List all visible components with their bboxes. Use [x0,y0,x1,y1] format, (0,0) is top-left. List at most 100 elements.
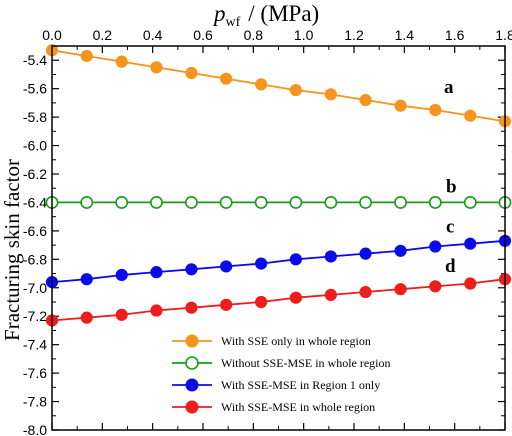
curve-label-d: d [445,256,456,277]
data-point [150,304,163,317]
data-point [150,266,163,279]
data-point [429,280,442,293]
data-point [254,196,268,209]
y-tick-label: -7.4 [23,337,47,353]
series-a [45,44,512,128]
data-point [220,298,233,311]
data-point [289,291,302,304]
x-axis-symbol: p [212,1,226,26]
data-point [394,283,407,296]
data-point [115,55,128,68]
data-point [394,244,407,257]
y-tick-label: -8.0 [23,422,47,436]
series-layer [45,44,512,327]
y-tick-label: -7.8 [23,394,47,410]
data-point [220,260,233,273]
legend-item: With SSE-MSE in whole region [172,400,375,414]
data-point [463,196,477,209]
legend-item: With SSE only in whole region [172,334,371,348]
y-tick-label: -6.6 [23,223,47,239]
data-point [255,295,268,309]
data-point [115,308,128,321]
data-point [185,301,198,314]
data-point [219,196,233,209]
y-tick-label: -6.0 [23,138,47,154]
y-tick-label: -7.2 [23,308,47,324]
legend-item: Without SSE-MSE in whole region [172,356,391,370]
data-point [429,240,442,253]
x-tick-label: 1.4 [395,27,415,43]
curve-labels: a bcd [444,77,457,277]
x-tick-label: 1.6 [445,27,465,43]
x-axis-unit: / (MPa) [248,1,319,26]
data-point [185,66,198,80]
x-tick-label: 1.8 [495,27,512,43]
y-tick-label: -6.8 [23,251,47,267]
data-point [394,99,407,112]
data-point [429,103,442,117]
legend-marker [185,400,199,414]
y-tick-label: -6.2 [23,166,47,182]
x-tick-label: 1.2 [344,27,364,43]
y-tick-label: -5.4 [23,52,47,68]
legend-marker [185,378,199,392]
y-tick-label: -7.6 [23,365,47,381]
curve-label-c: c [446,216,454,237]
legend-label: With SSE-MSE in Region 1 only [221,378,380,392]
plot-frame [51,45,506,431]
data-point [324,88,337,101]
legend-marker [185,356,199,370]
data-point [359,93,372,107]
data-point [255,257,268,270]
y-axis-title: Fracturing skin factor [0,159,24,341]
y-tick-label: -5.8 [23,109,47,125]
data-point [80,196,94,209]
y-axis-ticks: -5.4 -5.6 -5.8 -6.0 -6.2 -6.4 -6.6 -6.8 -7.0 -7.2… [23,45,505,436]
data-point [150,196,163,209]
legend-label: With SSE-MSE in whole region [221,400,375,414]
data-point [80,49,93,63]
data-point [80,311,93,324]
y-tick-label: -6.4 [23,194,47,210]
x-tick-label: 0.6 [193,27,213,43]
data-point [324,250,337,263]
data-point [464,109,477,122]
series-b [45,196,512,209]
series-c [45,234,512,289]
data-point [115,268,128,282]
legend: With SSE only in whole region Without SSE… [162,325,412,423]
data-point [359,247,372,260]
curve-label-a: a [444,77,454,98]
series-d [45,273,512,327]
x-axis-subscript: wf [226,15,241,30]
data-point [359,196,372,209]
x-tick-label: 0.2 [93,27,113,43]
data-point [289,196,303,209]
legend-label: With SSE only in whole region [221,334,371,348]
data-point [80,273,93,286]
legend-label: Without SSE-MSE in whole region [221,356,391,370]
data-point [324,196,338,209]
data-point [289,253,302,266]
data-point [464,277,477,290]
y-tick-label: -7.0 [23,280,47,296]
data-point [220,72,233,85]
curve-label-b: b [446,176,457,197]
data-point [115,196,129,209]
data-point [150,61,163,74]
data-point [185,196,198,209]
data-point [394,196,407,209]
data-point [255,78,268,91]
x-axis-title: pwf / (MPa) [212,1,319,30]
x-tick-label: 1.0 [294,27,314,43]
y-tick-label: -5.6 [23,81,47,97]
data-point [464,237,477,250]
x-tick-label: 0.8 [244,27,264,43]
data-point [359,285,372,299]
data-point [428,196,442,209]
data-point [289,83,302,97]
data-point [185,263,198,276]
legend-marker [185,334,199,348]
x-axis-ticks: 0.0 0.2 0.4 0.6 0.8 1.0 1.2 1.4 1.6 1.8 [42,27,512,430]
